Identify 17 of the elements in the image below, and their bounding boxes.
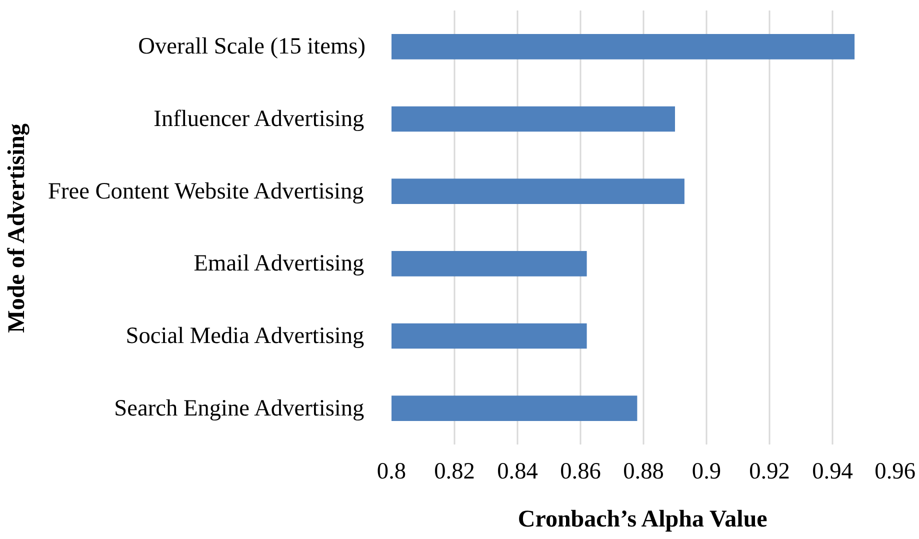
y-tick-label: Overall Scale (15 items): [138, 34, 366, 60]
y-axis-title: Mode of Advertising: [4, 123, 30, 333]
x-tick-label: 0.9: [692, 458, 722, 484]
x-tick-label: 0.8: [376, 458, 406, 484]
x-tick-label: 0.92: [749, 458, 790, 484]
x-tick-label: 0.96: [874, 458, 916, 484]
x-tick-label: 0.94: [812, 458, 854, 484]
x-axis-title: Cronbach’s Alpha Value: [518, 506, 768, 532]
x-tick-label: 0.84: [497, 458, 538, 484]
y-tick-label: Search Engine Advertising: [114, 395, 365, 422]
y-tick-label: Free Content Website Advertising: [48, 178, 364, 204]
y-tick-label: Email Advertising: [194, 250, 365, 277]
y-tick-label: Influencer Advertising: [154, 106, 365, 132]
x-tick-label: 0.86: [560, 458, 601, 484]
x-tick-label: 0.82: [434, 458, 475, 484]
x-tick-label: 0.88: [623, 458, 664, 484]
y-tick-label: Social Media Advertising: [126, 323, 365, 349]
